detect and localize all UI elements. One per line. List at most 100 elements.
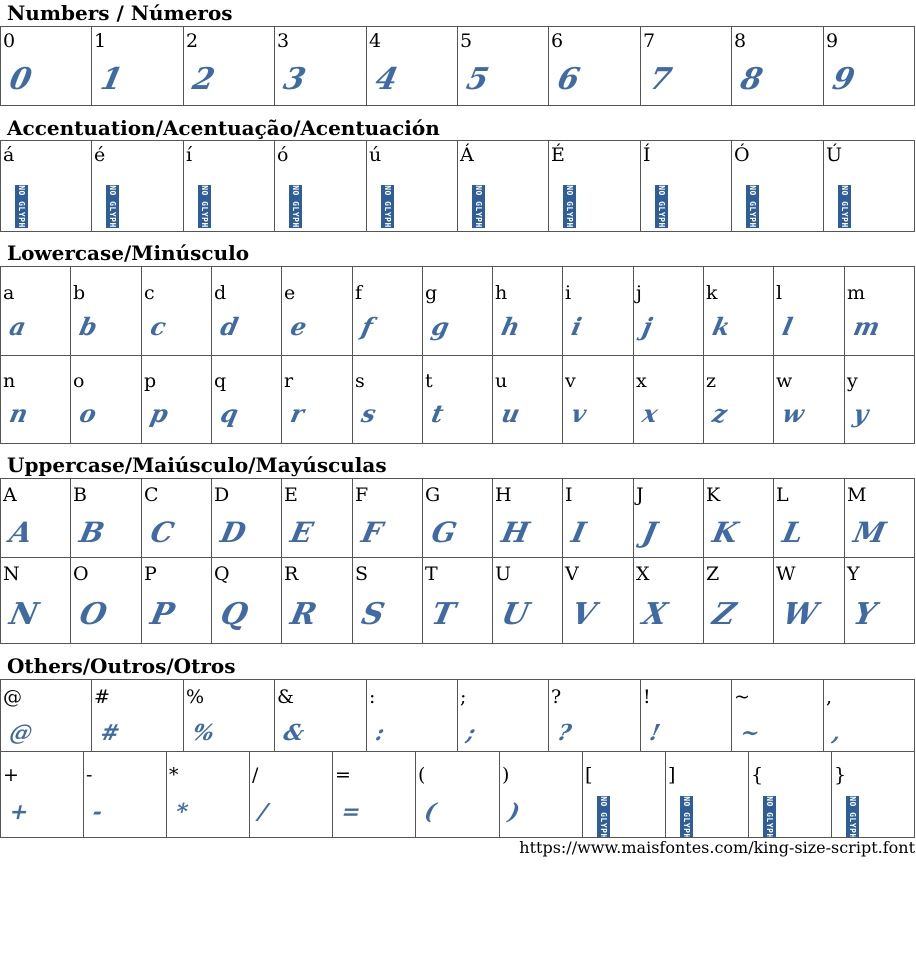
char-cell: + + (1, 752, 84, 838)
char-label: 8 (734, 30, 747, 52)
glyph-sample: ~ (738, 720, 763, 746)
glyph-sample: Y (850, 597, 880, 632)
missing-glyph-label: NO GLYPH (383, 185, 392, 228)
uppercase-title: Uppercase/Maiúsculo/Mayúsculas (7, 453, 387, 477)
missing-glyph-icon: NO GLYPH (289, 185, 302, 228)
accents-title: Accentuation/Acentuação/Acentuación (7, 116, 440, 140)
char-label: V (565, 563, 579, 585)
missing-glyph-icon: NO GLYPH (472, 185, 485, 228)
glyph-sample: b (77, 312, 100, 341)
char-cell: ú NO GLYPH (367, 141, 458, 232)
char-label: U (495, 563, 512, 585)
missing-glyph-label: NO GLYPH (565, 185, 574, 228)
others-grid-row-2: + + - - * * / / = =(())[NO GLYPH] NO GLYPH{NO GLYP… (0, 751, 915, 838)
char-label: ! (643, 686, 651, 708)
glyph-sample: n (7, 399, 31, 428)
char-label: m (847, 282, 866, 304)
missing-glyph-label: NO GLYPH (474, 185, 483, 228)
char-label: # (94, 686, 110, 708)
char-label: Á (460, 144, 474, 166)
char-label: R (284, 563, 299, 585)
char-label: É (551, 144, 565, 166)
char-label: a (3, 282, 15, 304)
char-label: h (495, 282, 508, 304)
char-label: 5 (460, 30, 473, 52)
glyph-sample: p (148, 399, 171, 428)
char-label: B (73, 484, 87, 506)
char-label: p (144, 370, 157, 392)
glyph-sample: V (568, 597, 600, 632)
char-cell: Ó NO GLYPH (732, 141, 824, 232)
missing-glyph-icon: NO GLYPH (746, 185, 759, 228)
char-label: Y (847, 563, 860, 585)
char-cell: ó NO GLYPH (275, 141, 367, 232)
char-label: & (277, 686, 294, 708)
glyph-sample: Z (709, 597, 739, 632)
char-label: I (565, 484, 573, 506)
char-label: e (284, 282, 296, 304)
char-label: v (565, 370, 576, 392)
glyph-sample: M (850, 516, 889, 549)
glyph-sample: P (147, 597, 178, 632)
glyph-sample: x (640, 399, 661, 428)
char-label: g (425, 282, 438, 304)
glyph-sample: 6 (554, 62, 583, 97)
char-label: + (3, 764, 19, 786)
char-label: Ú (826, 144, 843, 166)
char-label: : (369, 686, 376, 708)
char-label: z (706, 370, 717, 392)
char-label: i (565, 282, 572, 304)
missing-glyph-label: NO GLYPH (200, 185, 209, 228)
char-label: á (3, 144, 15, 166)
char-label: 1 (94, 30, 107, 52)
char-cell: ;; (458, 680, 549, 752)
glyph-sample: A (6, 516, 36, 549)
char-label: @ (3, 686, 22, 708)
glyph-sample: s (359, 399, 379, 428)
glyph-sample: ? (555, 720, 574, 746)
char-cell: = = (333, 752, 416, 838)
char-cell: ~ ~ (732, 680, 824, 752)
char-label: = (335, 764, 351, 786)
glyph-sample: : (373, 720, 387, 746)
char-label: ; (460, 686, 467, 708)
char-cell: %% (184, 680, 275, 752)
missing-glyph-label: NO GLYPH (17, 185, 26, 228)
char-label: Ó (734, 144, 750, 166)
char-label: n (3, 370, 16, 392)
glyph-sample: m (851, 312, 883, 341)
glyph-sample: & (281, 720, 307, 746)
char-label: k (706, 282, 718, 304)
char-label: 6 (551, 30, 564, 52)
char-label: 9 (826, 30, 839, 52)
glyph-sample: Q (217, 597, 251, 632)
glyph-sample: J (639, 516, 660, 549)
glyph-sample: , (830, 720, 844, 746)
footer-url-link[interactable]: https://www.maisfontes.com/king-size-scr… (519, 838, 915, 857)
glyph-sample: * (173, 799, 191, 825)
